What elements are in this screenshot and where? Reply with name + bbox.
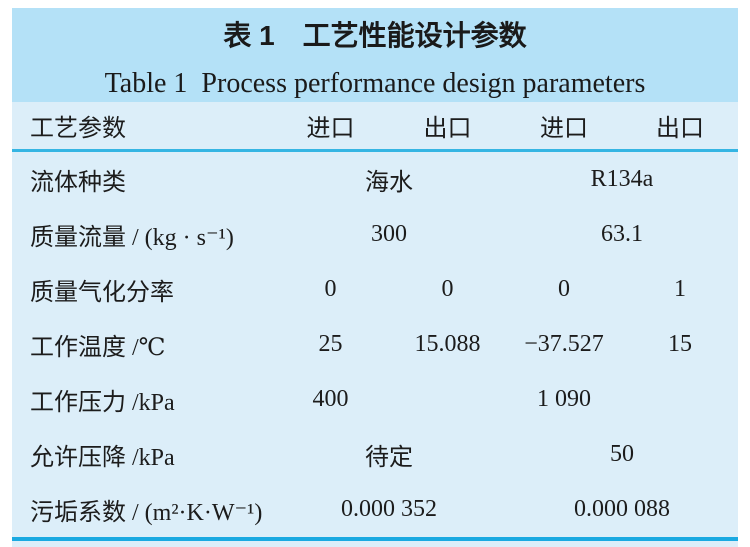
row-vapor-fraction: 质量气化分率 0 0 0 1 <box>12 262 738 317</box>
table-caption: 表 1 工艺性能设计参数 Table 1 Process performance… <box>12 8 738 102</box>
bottom-margin-strip <box>12 541 738 547</box>
row-label: 允许压降 /kPa <box>30 445 175 471</box>
header-cell-inlet-1: 进口 <box>272 102 389 152</box>
row-mass-flow: 质量流量 / (kg · s⁻¹) 300 63.1 <box>12 207 738 262</box>
cell-press-inlet-1: 400 <box>312 386 349 412</box>
process-parameters-table: 工艺参数 进口 出口 进口 出口 流体种类 海水 R134a 质量流量 / (k… <box>12 102 738 537</box>
header-cell-outlet-2: 出口 <box>622 102 738 152</box>
cell-temp-outlet-1: 15.088 <box>414 331 481 357</box>
row-label: 工作温度 /℃ <box>30 335 166 361</box>
cell-vf-outlet-2: 1 <box>674 276 686 302</box>
row-fluid-type: 流体种类 海水 R134a <box>12 151 738 208</box>
row-label: 流体种类 <box>30 170 126 196</box>
header-cell-outlet-1: 出口 <box>389 102 506 152</box>
table-panel: 表 1 工艺性能设计参数 Table 1 Process performance… <box>12 8 738 547</box>
cell-press-outlet-2 <box>622 372 738 427</box>
caption-en: Table 1 Process performance design param… <box>104 68 646 99</box>
cell-fluid-hot: 海水 <box>365 170 413 196</box>
cell-vf-inlet-2: 0 <box>558 276 570 302</box>
cell-temp-inlet-2: −37.527 <box>524 331 604 357</box>
cell-vf-inlet-1: 0 <box>324 276 337 302</box>
row-temperature: 工作温度 /℃ 25 15.088 −37.527 15 <box>12 317 738 372</box>
row-label: 质量气化分率 <box>30 280 174 306</box>
header-cell-inlet-2: 进口 <box>506 102 622 152</box>
cell-flow-cold: 63.1 <box>601 221 643 247</box>
table-area: 工艺参数 进口 出口 进口 出口 流体种类 海水 R134a 质量流量 / (k… <box>12 102 738 547</box>
cell-press-inlet-2: 1 090 <box>537 386 591 412</box>
row-label: 质量流量 / (kg · s⁻¹) <box>30 225 234 251</box>
cell-vf-outlet-1: 0 <box>441 276 454 302</box>
cell-flow-hot: 300 <box>371 221 407 247</box>
cell-temp-inlet-1: 25 <box>318 331 343 357</box>
cell-dp-hot: 待定 <box>365 445 413 471</box>
row-label: 工作压力 /kPa <box>30 390 175 416</box>
cell-fouling-cold: 0.000 088 <box>574 496 670 522</box>
cell-temp-outlet-2: 15 <box>668 331 692 357</box>
cell-fouling-hot: 0.000 352 <box>341 496 437 522</box>
row-fouling-factor: 污垢系数 / (m²·K·W⁻¹) 0.000 352 0.000 088 <box>12 482 738 537</box>
caption-zh: 表 1 工艺性能设计参数 <box>223 20 527 51</box>
cell-fluid-cold: R134a <box>590 166 654 192</box>
row-pressure: 工作压力 /kPa 400 1 090 <box>12 372 738 427</box>
row-label: 污垢系数 / (m²·K·W⁻¹) <box>30 500 263 526</box>
cell-dp-cold: 50 <box>610 441 634 467</box>
header-cell-parameter: 工艺参数 <box>12 102 272 152</box>
cell-press-outlet-1 <box>389 372 506 427</box>
row-pressure-drop: 允许压降 /kPa 待定 50 <box>12 427 738 482</box>
header-row: 工艺参数 进口 出口 进口 出口 <box>12 102 738 152</box>
bottom-rule <box>12 537 738 541</box>
